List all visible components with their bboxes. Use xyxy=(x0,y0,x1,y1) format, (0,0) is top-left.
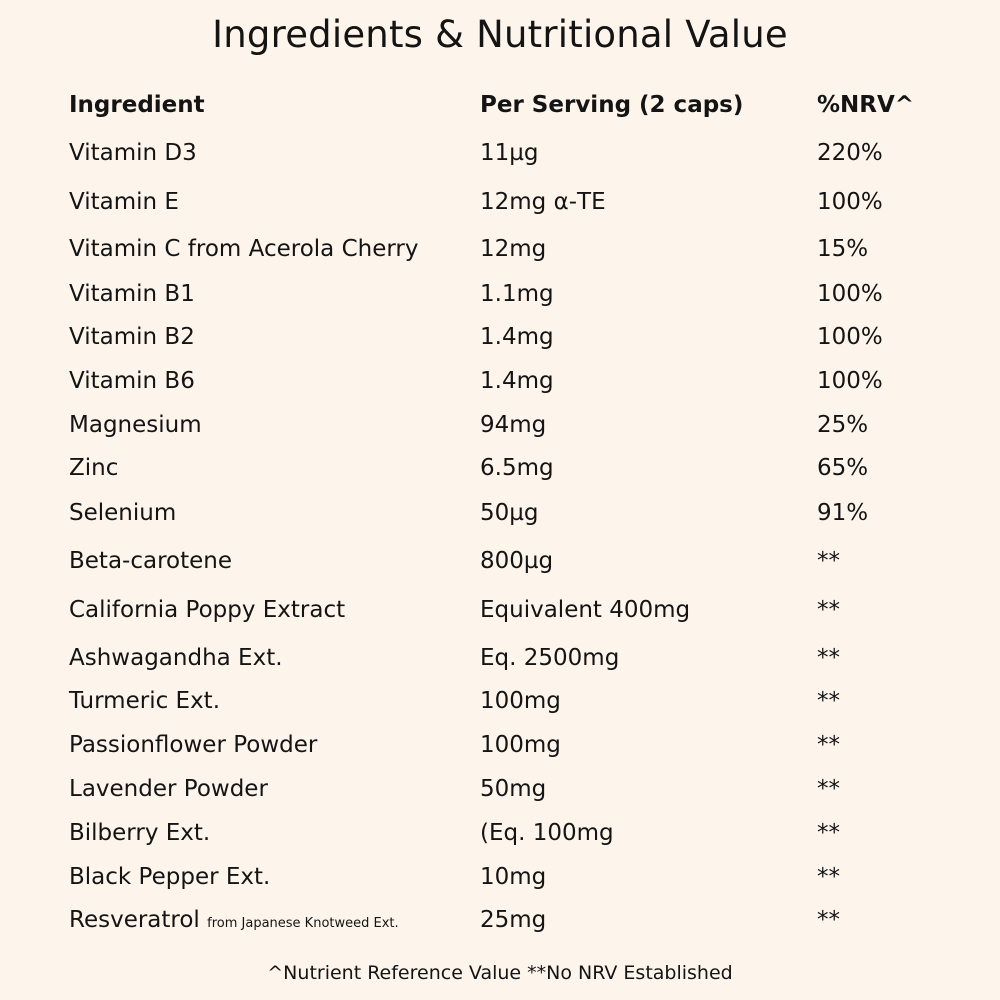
nrv-value: ** xyxy=(817,645,840,671)
serving-amount: 12mg xyxy=(480,236,547,262)
nrv-value: ** xyxy=(817,820,840,846)
ingredient-name: Turmeric Ext. xyxy=(69,688,221,714)
serving-amount: 12mg α-TE xyxy=(480,189,606,215)
ingredient-name: Lavender Powder xyxy=(69,776,268,802)
nrv-value: 100% xyxy=(817,324,883,350)
table-row: Vitamin B1 1.1mg 100% xyxy=(0,279,1000,313)
serving-amount: 1.4mg xyxy=(480,324,554,350)
nrv-value: ** xyxy=(817,864,840,890)
ingredient-name: Resveratrol xyxy=(69,907,200,933)
serving-amount: 50mg xyxy=(480,776,547,802)
table-row: Vitamin B6 1.4mg 100% xyxy=(0,366,1000,400)
serving-amount: 800µg xyxy=(480,548,554,574)
footnote: ^Nutrient Reference Value **No NRV Estab… xyxy=(267,962,733,984)
table-row: Vitamin D3 11µg 220% xyxy=(0,138,1000,172)
nrv-value: 100% xyxy=(817,281,883,307)
table-row: Lavender Powder 50mg ** xyxy=(0,774,1000,808)
ingredient-name: Beta-carotene xyxy=(69,548,232,574)
table-row: Passionflower Powder 100mg ** xyxy=(0,730,1000,764)
table-header: Ingredient Per Serving (2 caps) %NRV^ xyxy=(0,92,1000,124)
nrv-value: 25% xyxy=(817,412,869,438)
table-row: Vitamin B2 1.4mg 100% xyxy=(0,322,1000,356)
nrv-value: ** xyxy=(817,907,840,933)
table-row: Turmeric Ext. 100mg ** xyxy=(0,686,1000,720)
ingredient-name: Vitamin B1 xyxy=(69,281,195,307)
ingredient-name: Magnesium xyxy=(69,412,202,438)
nrv-value: ** xyxy=(817,776,840,802)
ingredient-name: Bilberry Ext. xyxy=(69,820,211,846)
table-row: Vitamin E 12mg α-TE 100% xyxy=(0,187,1000,221)
nrv-value: 100% xyxy=(817,189,883,215)
ingredient-name: Ashwagandha Ext. xyxy=(69,645,283,671)
nrv-value: 100% xyxy=(817,368,883,394)
nrv-value: 91% xyxy=(817,500,869,526)
nrv-value: ** xyxy=(817,688,840,714)
nrv-value: 65% xyxy=(817,455,869,481)
ingredient-name: Vitamin D3 xyxy=(69,140,197,166)
table-row: Magnesium 94mg 25% xyxy=(0,410,1000,444)
serving-amount: (Eq. 100mg xyxy=(480,820,614,846)
serving-amount: 10mg xyxy=(480,864,547,890)
header-nrv: %NRV^ xyxy=(817,92,915,118)
table-row: Black Pepper Ext. 10mg ** xyxy=(0,862,1000,896)
nrv-value: ** xyxy=(817,732,840,758)
page-title: Ingredients & Nutritional Value xyxy=(212,13,788,56)
serving-amount: 50µg xyxy=(480,500,539,526)
ingredient-name: Vitamin B2 xyxy=(69,324,195,350)
table-row: Ashwagandha Ext. Eq. 2500mg ** xyxy=(0,643,1000,677)
ingredient-name: California Poppy Extract xyxy=(69,597,346,623)
table-row: Selenium 50µg 91% xyxy=(0,498,1000,532)
ingredient-name: Zinc xyxy=(69,455,119,481)
ingredient-name: Black Pepper Ext. xyxy=(69,864,271,890)
header-per-serving: Per Serving (2 caps) xyxy=(480,92,744,118)
serving-amount: 1.4mg xyxy=(480,368,554,394)
ingredient-name: Vitamin E xyxy=(69,189,179,215)
ingredient-name: Vitamin C from Acerola Cherry xyxy=(69,236,419,262)
serving-amount: Eq. 2500mg xyxy=(480,645,620,671)
serving-amount: 100mg xyxy=(480,688,561,714)
table-row: Vitamin C from Acerola Cherry 12mg 15% xyxy=(0,234,1000,268)
serving-amount: 6.5mg xyxy=(480,455,554,481)
serving-amount: 11µg xyxy=(480,140,539,166)
header-ingredient: Ingredient xyxy=(69,92,205,118)
serving-amount: 94mg xyxy=(480,412,547,438)
nrv-value: 220% xyxy=(817,140,883,166)
serving-amount: 100mg xyxy=(480,732,561,758)
nrv-value: ** xyxy=(817,548,840,574)
nrv-value: ** xyxy=(817,597,840,623)
ingredient-name: Vitamin B6 xyxy=(69,368,195,394)
table-row: California Poppy Extract Equivalent 400m… xyxy=(0,595,1000,629)
ingredient-source-note: from Japanese Knotweed Ext. xyxy=(207,916,399,931)
table-row: Zinc 6.5mg 65% xyxy=(0,453,1000,487)
serving-amount: Equivalent 400mg xyxy=(480,597,691,623)
ingredient-cell: Resveratrol from Japanese Knotweed Ext. xyxy=(69,905,399,939)
table-row: Bilberry Ext. (Eq. 100mg ** xyxy=(0,818,1000,852)
table-row: Resveratrol from Japanese Knotweed Ext. … xyxy=(0,905,1000,939)
nrv-value: 15% xyxy=(817,236,869,262)
serving-amount: 25mg xyxy=(480,907,547,933)
ingredient-name: Passionflower Powder xyxy=(69,732,318,758)
serving-amount: 1.1mg xyxy=(480,281,554,307)
ingredient-name: Selenium xyxy=(69,500,177,526)
table-row: Beta-carotene 800µg ** xyxy=(0,546,1000,580)
